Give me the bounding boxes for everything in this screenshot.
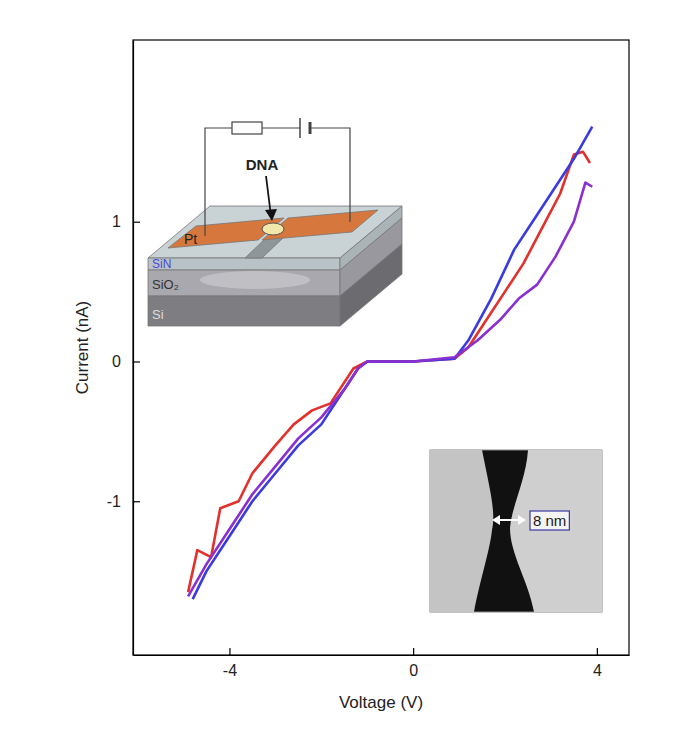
- pt-label: Pt: [184, 231, 197, 247]
- x-axis-title: Voltage (V): [339, 693, 423, 712]
- tick-label: 0: [409, 662, 418, 679]
- axis-line: [133, 41, 134, 656]
- tick-label: 4: [593, 662, 602, 679]
- tick-label: -4: [223, 662, 237, 679]
- sio2-layer: [148, 270, 340, 296]
- iv-curve: [193, 127, 593, 599]
- battery: [299, 118, 301, 138]
- y-axis-title: Current (nA): [73, 301, 92, 395]
- si-layer: [148, 296, 340, 326]
- electrode-right: [510, 450, 602, 612]
- si-side: [340, 244, 402, 326]
- dna-blob: [262, 223, 284, 235]
- tick-mark: [133, 361, 140, 362]
- cavity: [200, 271, 310, 289]
- tick-mark: [133, 501, 140, 502]
- x-axis: -4 0 4: [134, 648, 630, 679]
- plot-frame: [133, 40, 629, 655]
- gap-label: 8 nm: [533, 512, 566, 529]
- sem-frame: [430, 450, 602, 612]
- tick: 1: [112, 213, 140, 230]
- sin-label: SiN: [152, 257, 171, 271]
- sin-layer: [148, 258, 340, 270]
- arrow-head: [492, 515, 500, 525]
- circuit-wire: [205, 128, 350, 236]
- chart: -4 0 4 -1 0 1 Voltage (V) Current (nA) DNA Pt SiN S…: [0, 0, 692, 730]
- device-schematic: DNA Pt SiN SiO₂ Si: [148, 118, 402, 326]
- tick: 0: [409, 648, 418, 679]
- dna-label: DNA: [246, 156, 279, 173]
- tick-label: 0: [112, 353, 121, 370]
- tick-mark: [229, 648, 230, 655]
- sem-inset: 8 nm: [430, 450, 602, 612]
- arrow-head: [265, 209, 277, 221]
- axis-line: [134, 655, 630, 656]
- plot: -4 0 4 -1 0 1: [107, 40, 630, 679]
- pt-electrode: [262, 210, 378, 240]
- y-axis: -1 0 1: [107, 41, 140, 656]
- tick-mark: [413, 648, 414, 655]
- resistor: [232, 122, 262, 134]
- arrow-head: [518, 515, 526, 525]
- battery: [309, 122, 312, 134]
- pt-electrode: [168, 218, 284, 248]
- tick-label: -1: [107, 493, 121, 510]
- tick: 4: [593, 648, 602, 679]
- sio2-label: SiO₂: [152, 277, 179, 292]
- tick-label: 1: [112, 213, 121, 230]
- tick-mark: [133, 222, 140, 223]
- tick-mark: [597, 648, 598, 655]
- electrode-left: [430, 450, 493, 612]
- lines: [188, 127, 592, 599]
- si-label: Si: [152, 307, 164, 322]
- tick: 0: [112, 353, 140, 370]
- label-box: [530, 511, 569, 530]
- tick: -1: [107, 493, 140, 510]
- tick: -4: [223, 648, 237, 679]
